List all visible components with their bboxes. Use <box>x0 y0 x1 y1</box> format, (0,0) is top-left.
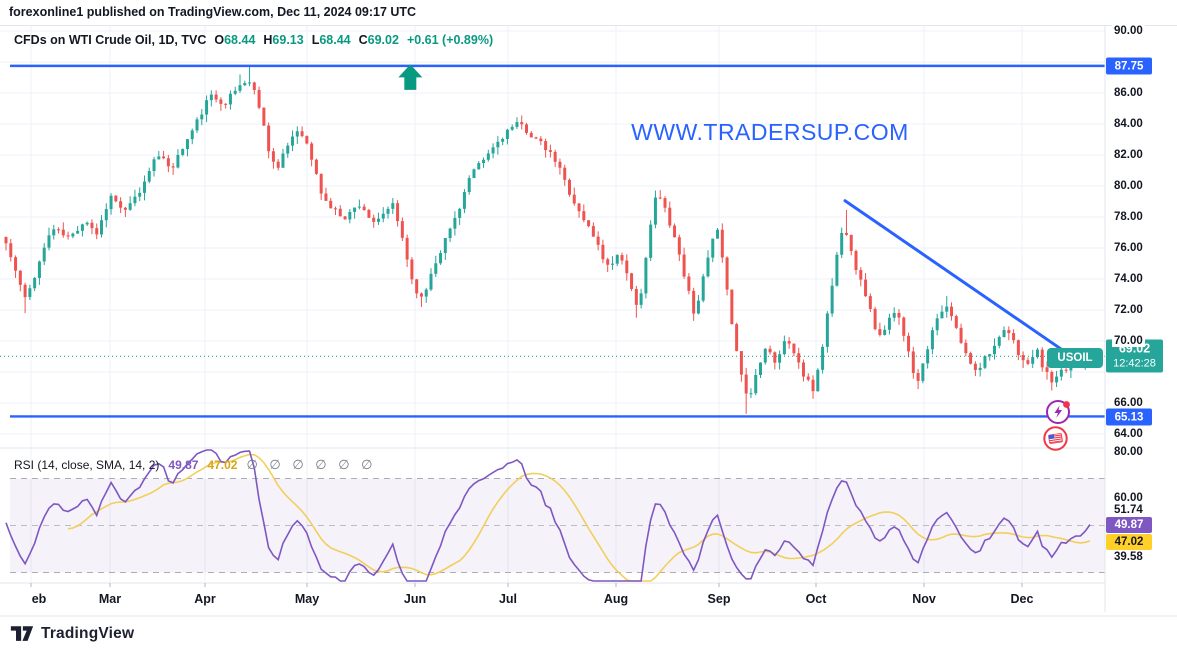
tradingview-logo-icon[interactable] <box>10 624 34 644</box>
rsi-ma-value-label: 47.02 <box>1106 534 1152 550</box>
time-tick-label-sep: Sep <box>707 592 731 606</box>
high-value: 69.13 <box>272 33 304 47</box>
price-tick-label: 76.00 <box>1112 242 1145 254</box>
time-tick-label-nov: Nov <box>912 592 936 606</box>
price-tick-label: 74.00 <box>1112 273 1145 285</box>
watermark: WWW.TRADERSUP.COM <box>631 119 909 145</box>
price-tick-label: 72.00 <box>1112 304 1145 316</box>
price-tick-label: 78.00 <box>1112 211 1145 223</box>
us-flag-event-icon[interactable] <box>1042 425 1069 452</box>
price-tick-label: 66.00 <box>1112 397 1145 409</box>
rsi-tick-label: 80.00 <box>1112 446 1145 458</box>
price-tick-label: 86.00 <box>1112 87 1145 99</box>
time-tick-label-dec: Dec <box>1010 592 1034 606</box>
descending-trendline[interactable] <box>843 199 1065 352</box>
rsi-line <box>5 449 1091 582</box>
close-label: C <box>358 33 368 47</box>
rsi-legend: RSI (14, close, SMA, 14, 2) 49.87 47.02 … <box>14 457 372 473</box>
time-tick-label-eb: eb <box>31 592 47 606</box>
tradingview-brand-text[interactable]: TradingView <box>41 625 135 642</box>
rsi-tick-label: 51.74 <box>1112 504 1145 516</box>
price-tick-label: 64.00 <box>1112 428 1145 440</box>
rsi-tick-label: 60.00 <box>1112 492 1145 504</box>
time-tick-label-aug: Aug <box>603 592 629 606</box>
time-tick-label-jul: Jul <box>498 592 518 606</box>
price-tick-label: 82.00 <box>1112 149 1145 161</box>
bar-countdown: 12:42:28 <box>1113 357 1156 370</box>
low-label: L <box>311 33 320 47</box>
rsi-empty-values: ∅ ∅ ∅ ∅ ∅ ∅ <box>246 457 373 472</box>
price-tick-label: 84.00 <box>1112 118 1145 130</box>
open-label: O <box>214 33 225 47</box>
price-tick-label: 70.00 <box>1112 335 1145 347</box>
change-value: +0.61 (+0.89%) <box>406 33 494 47</box>
low-value: 68.44 <box>319 33 351 47</box>
footer: TradingView <box>0 618 1177 650</box>
high-label: H <box>263 33 273 47</box>
price-tick-label: 90.00 <box>1112 25 1145 37</box>
rsi-ma-line <box>67 453 1091 582</box>
economic-event-icon[interactable] <box>1045 398 1072 425</box>
rsi-value-label: 49.87 <box>1106 517 1152 533</box>
rsi-value: 49.87 <box>168 458 199 472</box>
publish-info: forexonline1 published on TradingView.co… <box>9 5 417 19</box>
symbol-title: CFDs on WTI Crude Oil, 1D, TVC <box>14 33 207 47</box>
symbol-price-flag[interactable]: USOIL <box>1047 348 1103 368</box>
level-price-label: 65.13 <box>1106 408 1152 426</box>
rsi-ma-value: 47.02 <box>207 458 238 472</box>
level-price-label: 87.75 <box>1106 57 1152 75</box>
time-tick-label-apr: Apr <box>194 592 216 606</box>
time-tick-label-jun: Jun <box>403 592 427 606</box>
rsi-tick-label: 39.58 <box>1112 551 1145 563</box>
open-value: 68.44 <box>224 33 256 47</box>
grid-lines <box>0 26 1105 582</box>
up-arrow-marker[interactable] <box>398 64 423 90</box>
candles-layer <box>4 66 1092 414</box>
time-tick-label-oct: Oct <box>805 592 827 606</box>
time-tick-label-mar: Mar <box>98 592 122 606</box>
rsi-pane <box>5 449 1105 582</box>
pane-separators <box>0 25 1177 617</box>
rsi-title: RSI (14, close, SMA, 14, 2) <box>14 458 160 472</box>
time-tick-label-may: May <box>294 592 320 606</box>
price-tick-label: 80.00 <box>1112 180 1145 192</box>
close-value: 69.02 <box>367 33 399 47</box>
